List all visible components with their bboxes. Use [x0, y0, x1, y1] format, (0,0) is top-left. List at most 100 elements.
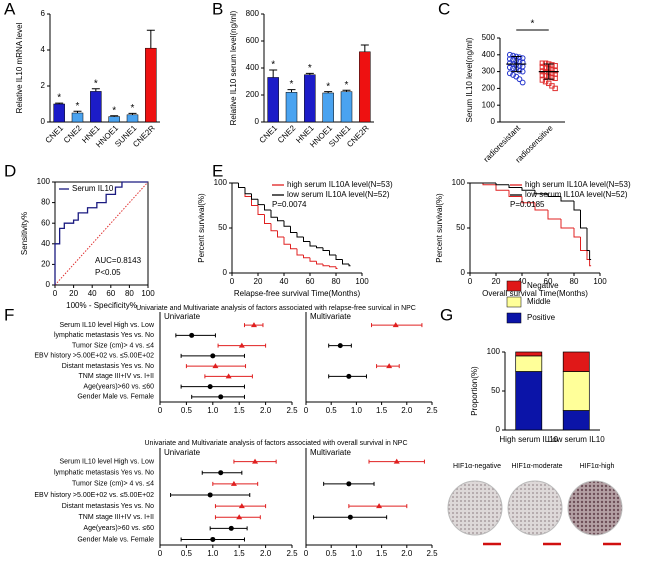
x-tick-label: 1.0	[207, 549, 219, 558]
panel-label: G	[440, 305, 453, 324]
legend-label: Middle	[527, 297, 551, 306]
hr-marker	[218, 394, 224, 400]
row-label: Serum IL10 level High vs. Low	[59, 458, 154, 465]
significance: *	[308, 63, 312, 74]
ci-line	[191, 394, 245, 399]
survival-step	[283, 220, 291, 227]
survival-step	[508, 190, 522, 197]
bar	[71, 112, 84, 123]
chart-title: Univariate and Multivariate analysis of …	[145, 440, 408, 447]
x-axis-label: Overall survival Time(Months)	[482, 289, 588, 298]
legend-label: high serum IL10A level(N=53)	[287, 180, 393, 189]
row-label: Gender Male vs. Female	[77, 394, 154, 401]
survival-step	[586, 228, 590, 251]
bar	[145, 47, 157, 123]
point	[510, 52, 516, 59]
row-label: EBV history >5.00E+02 vs. ≤5.00E+02	[34, 492, 154, 499]
significance: *	[271, 60, 275, 71]
row-label: Tumor Size (cm)> 4 vs. ≤4	[72, 481, 154, 488]
point	[506, 56, 513, 62]
error-bar	[73, 110, 82, 113]
survival-step	[238, 183, 245, 188]
chart-title: Univariate and Multivariate analysis of …	[136, 305, 416, 312]
survival-step	[244, 187, 252, 197]
y-tick-label: 400	[246, 63, 260, 72]
y-tick-label: 100	[482, 100, 496, 109]
x-tick-label: 2.5	[286, 406, 298, 415]
y-tick-label: 600	[246, 36, 260, 45]
bar-segment	[562, 371, 590, 411]
y-tick-label: 200	[482, 84, 496, 93]
row-label: Distant metastasis Yes vs. No	[62, 363, 154, 370]
point	[519, 79, 526, 86]
row-label: Tumor Size (cm)> 4 vs. ≤4	[72, 342, 154, 349]
survival-step	[290, 244, 297, 250]
hr-marker	[207, 492, 213, 498]
legend-label: low serum IL10A level(N=52)	[525, 190, 628, 199]
point	[510, 56, 516, 63]
survival-step	[495, 184, 509, 191]
survival-step	[482, 183, 496, 186]
sd-bar	[511, 55, 522, 73]
row-label: lymphatic metastasis Yes vs. No	[54, 332, 154, 339]
x-tick-label: 2.0	[401, 549, 413, 558]
survival-step	[296, 248, 304, 256]
point	[506, 70, 513, 77]
x-tick-label: Low serum IL10	[548, 435, 605, 444]
survival-step	[329, 250, 336, 256]
x-tick-label: 40	[88, 289, 97, 298]
panel-name: Multivariate	[310, 448, 351, 457]
point	[542, 78, 549, 85]
bar-segment	[515, 351, 543, 357]
y-tick-label: 100	[214, 178, 228, 187]
survival-step	[270, 223, 278, 232]
survival-step	[257, 199, 265, 206]
survival-step	[348, 264, 351, 267]
point	[552, 63, 558, 69]
hr-marker	[189, 332, 195, 338]
x-tick-label: 40	[280, 277, 289, 286]
x-tick-label: CNE1	[258, 123, 280, 145]
survival-step	[547, 193, 561, 197]
point	[519, 55, 526, 62]
panel-label: C	[438, 0, 450, 18]
survival-step	[547, 210, 561, 220]
error-bar	[269, 69, 278, 78]
hr-marker	[337, 343, 343, 349]
hr-marker	[346, 373, 352, 379]
x-tick-label: 1.5	[234, 549, 246, 558]
sd-bar	[543, 63, 554, 80]
y-tick-label: 100	[37, 177, 51, 186]
x-tick-label: 100	[355, 277, 369, 286]
significance: *	[112, 105, 116, 116]
y-tick-label: 6	[41, 9, 46, 18]
hr-marker	[238, 342, 245, 348]
annotation: P=0.0074	[272, 200, 307, 209]
hr-marker	[393, 458, 400, 464]
x-tick-label: 2.5	[286, 549, 298, 558]
significance: *	[57, 93, 61, 104]
point	[516, 54, 523, 61]
point	[549, 62, 555, 68]
x-tick-label: 0	[304, 549, 309, 558]
x-tick-label: 2.0	[260, 549, 272, 558]
y-tick-label: 4	[41, 45, 46, 54]
survival-step	[560, 219, 574, 229]
y-tick-label: 0	[223, 268, 228, 277]
error-bar	[342, 89, 351, 92]
x-tick-label: 0	[53, 289, 58, 298]
survival-step	[283, 237, 291, 245]
ci-line	[175, 333, 216, 338]
survival-step	[303, 237, 310, 242]
y-tick-label: 0	[491, 117, 496, 126]
x-tick-label: 80	[570, 277, 579, 286]
survival-step	[244, 187, 252, 195]
point	[516, 76, 523, 83]
y-tick-label: 400	[482, 50, 496, 59]
survival-step	[335, 266, 338, 269]
x-tick-label: 1.0	[351, 549, 363, 558]
x-tick-label: 1.5	[376, 549, 388, 558]
point	[552, 75, 558, 82]
hr-marker	[230, 480, 237, 486]
